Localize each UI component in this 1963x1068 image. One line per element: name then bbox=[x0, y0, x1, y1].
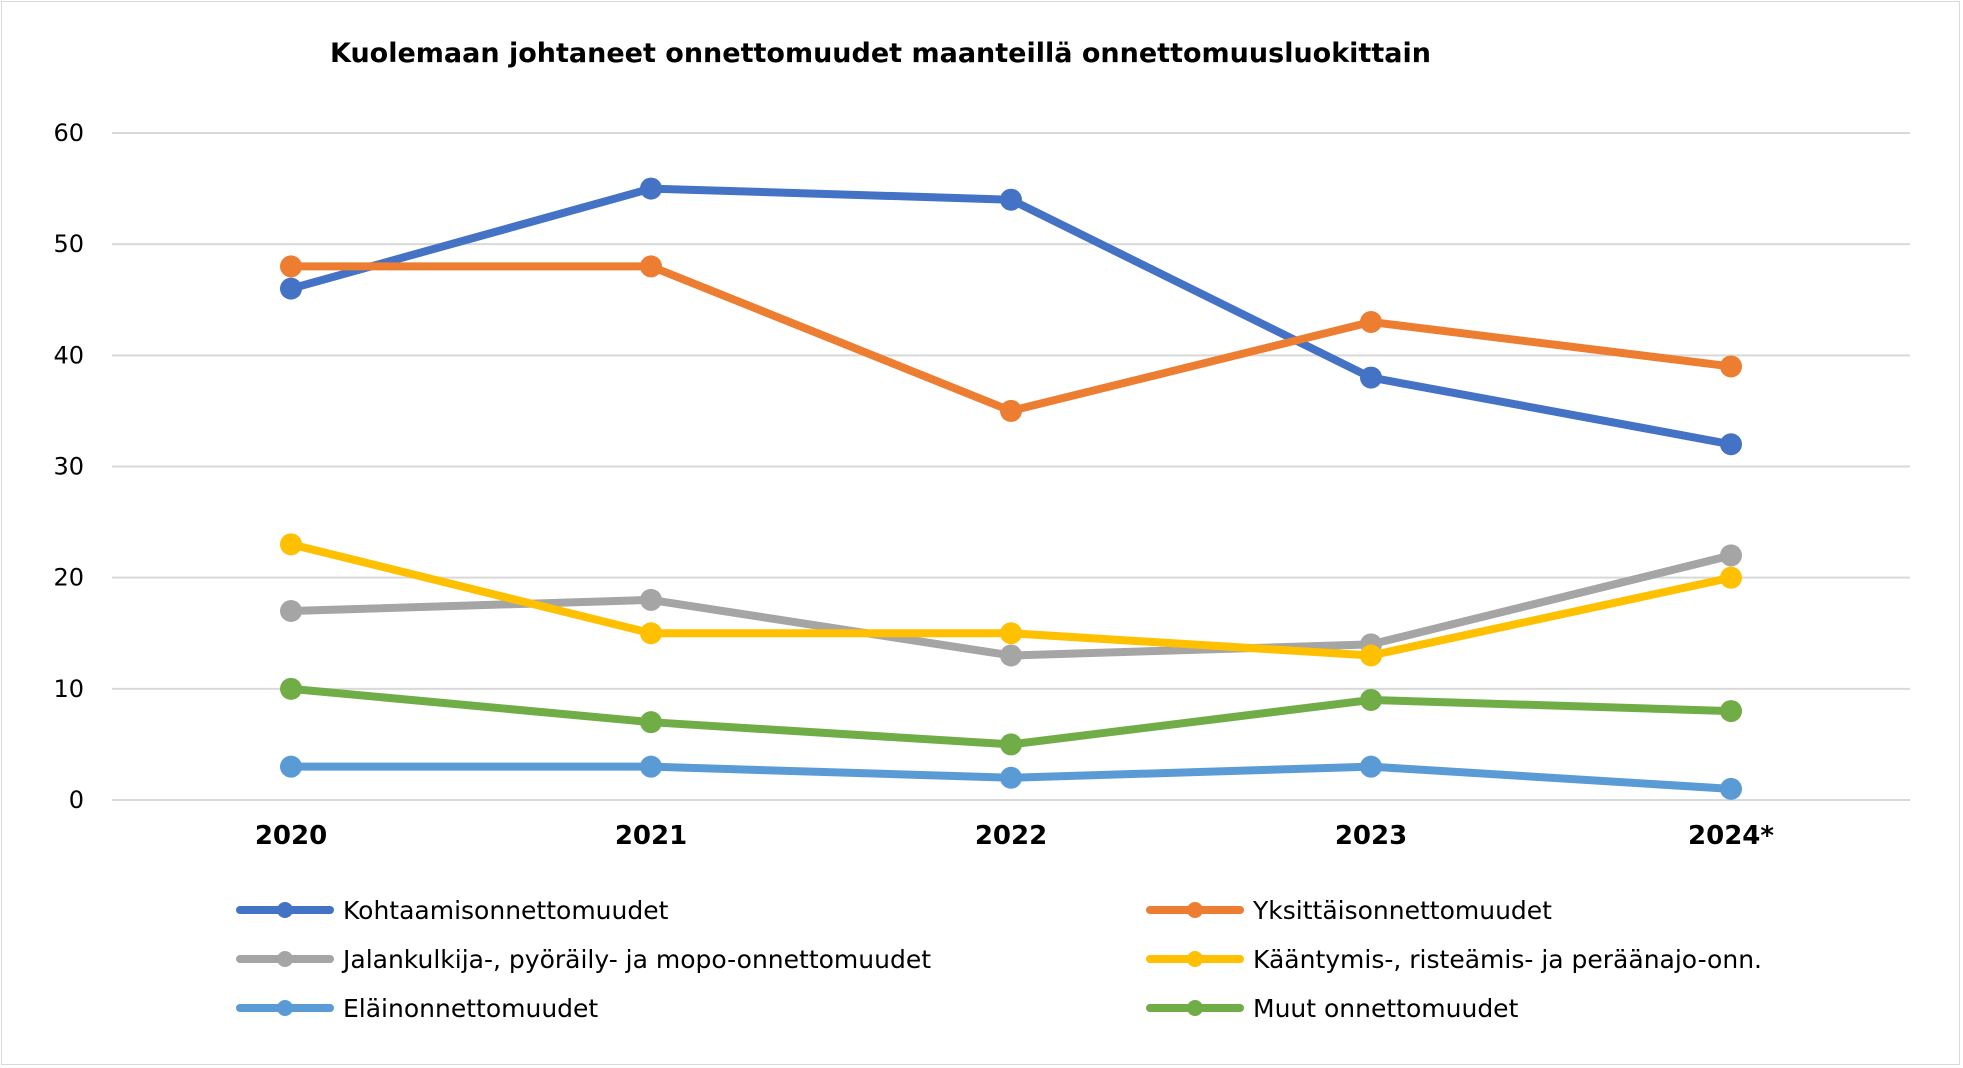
x-tick-label: 2021 bbox=[615, 821, 687, 851]
data-point bbox=[640, 711, 662, 734]
legend-entry: Kääntymis-, risteämis- ja peräänajo-onn. bbox=[1146, 945, 1762, 974]
legend-entry: Jalankulkija-, pyöräily- ja mopo-onnetto… bbox=[236, 945, 931, 974]
legend-label: Kääntymis-, risteämis- ja peräänajo-onn. bbox=[1253, 945, 1762, 974]
legend-entry: Kohtaamisonnettomuudet bbox=[236, 896, 669, 925]
data-point bbox=[640, 177, 662, 200]
data-point bbox=[280, 277, 302, 300]
data-point bbox=[280, 255, 302, 278]
legend-marker bbox=[1187, 902, 1203, 918]
series-3 bbox=[280, 544, 1742, 667]
legend-entry: Yksittäisonnettomuudet bbox=[1146, 896, 1552, 925]
series-lines bbox=[280, 177, 1742, 800]
y-tick-label: 50 bbox=[53, 230, 84, 258]
legend-entry: Eläinonnettomuudet bbox=[236, 994, 598, 1023]
gridlines bbox=[112, 132, 1910, 801]
data-point bbox=[1000, 622, 1022, 645]
legend-label: Yksittäisonnettomuudet bbox=[1252, 896, 1552, 925]
x-axis-ticks: 2020 2021 2022 2023 2024* bbox=[255, 821, 1775, 851]
legend-marker bbox=[1187, 1000, 1203, 1016]
data-point bbox=[640, 755, 662, 778]
legend-marker bbox=[277, 1000, 293, 1016]
legend: Kohtaamisonnettomuudet Yksittäisonnettomu… bbox=[236, 896, 1762, 1023]
series-4 bbox=[280, 533, 1742, 667]
data-point bbox=[1000, 733, 1022, 756]
data-point bbox=[280, 600, 302, 623]
data-point bbox=[1000, 644, 1022, 667]
series-2 bbox=[280, 255, 1742, 422]
data-point bbox=[640, 588, 662, 611]
x-tick-label: 2022 bbox=[975, 821, 1047, 851]
y-tick-label: 10 bbox=[53, 675, 84, 703]
data-point bbox=[1360, 644, 1382, 667]
legend-label: Muut onnettomuudet bbox=[1253, 994, 1519, 1023]
data-point bbox=[280, 755, 302, 778]
data-point bbox=[1720, 700, 1742, 723]
legend-marker bbox=[1187, 951, 1203, 967]
data-point bbox=[1720, 433, 1742, 456]
y-axis-ticks: 0 10 20 30 40 50 60 bbox=[53, 119, 84, 814]
data-point bbox=[280, 533, 302, 556]
y-tick-label: 60 bbox=[53, 119, 84, 147]
y-tick-label: 30 bbox=[53, 453, 84, 481]
y-tick-label: 20 bbox=[53, 564, 84, 592]
series-line bbox=[287, 262, 1735, 415]
legend-marker bbox=[277, 902, 293, 918]
chart-title: Kuolemaan johtaneet onnettomuudet maante… bbox=[330, 38, 1431, 69]
data-point bbox=[640, 622, 662, 645]
data-point bbox=[1000, 188, 1022, 211]
data-point bbox=[1720, 544, 1742, 567]
data-point bbox=[640, 255, 662, 278]
data-point bbox=[280, 677, 302, 700]
data-point bbox=[1720, 777, 1742, 800]
series-5 bbox=[280, 755, 1742, 800]
legend-label: Eläinonnettomuudet bbox=[343, 994, 598, 1023]
series-1 bbox=[280, 177, 1742, 456]
data-point bbox=[1360, 366, 1382, 389]
x-tick-label: 2024* bbox=[1688, 821, 1774, 851]
y-tick-label: 40 bbox=[53, 341, 84, 369]
data-point bbox=[1360, 755, 1382, 778]
data-point bbox=[1720, 355, 1742, 378]
y-tick-label: 0 bbox=[69, 786, 84, 814]
legend-marker bbox=[277, 951, 293, 967]
x-tick-label: 2020 bbox=[255, 821, 327, 851]
series-6 bbox=[280, 677, 1742, 756]
legend-label: Jalankulkija-, pyöräily- ja mopo-onnetto… bbox=[341, 945, 931, 974]
data-point bbox=[1360, 310, 1382, 333]
legend-label: Kohtaamisonnettomuudet bbox=[343, 896, 669, 925]
data-point bbox=[1000, 399, 1022, 422]
legend-entry: Muut onnettomuudet bbox=[1146, 994, 1519, 1023]
x-tick-label: 2023 bbox=[1335, 821, 1407, 851]
data-point bbox=[1000, 766, 1022, 789]
data-point bbox=[1720, 566, 1742, 589]
data-point bbox=[1360, 688, 1382, 711]
